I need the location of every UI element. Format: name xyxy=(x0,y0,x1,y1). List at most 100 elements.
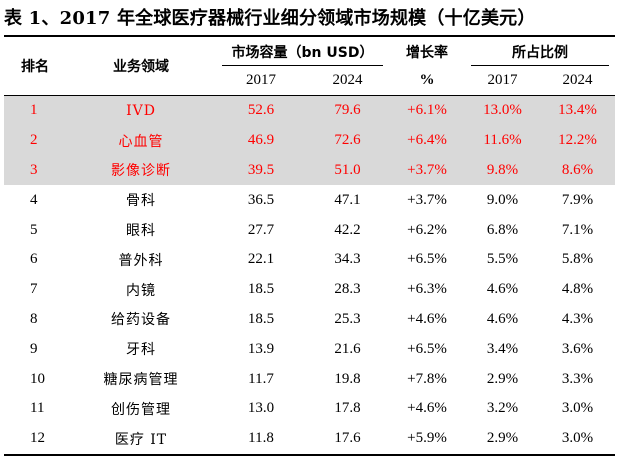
table-row: 2 心血管 46.9 72.6 +6.4% 11.6% 12.2% xyxy=(4,125,615,156)
table-row: 3 影像诊断 39.5 51.0 +3.7% 9.8% 8.6% xyxy=(4,155,615,186)
cell-share-2017: 4.6% xyxy=(486,281,519,298)
cell-growth: +7.8% xyxy=(407,370,447,387)
cell-share-2017: 2.9% xyxy=(465,423,540,456)
header-growth-top: 增长率 xyxy=(389,35,465,66)
cell-growth: +6.1% xyxy=(389,95,465,126)
cell-market-2017: 39.5 xyxy=(216,155,306,186)
cell-field: 眼科 xyxy=(126,223,156,240)
table-row: 9 牙科 13.9 21.6 +6.5% 3.4% 3.6% xyxy=(4,334,615,364)
table-row: 4 骨科 36.5 47.1 +3.7% 9.0% 7.9% xyxy=(4,185,615,215)
cell-field: IVD xyxy=(66,95,216,126)
cell-share-2024: 4.8% xyxy=(561,281,594,298)
cell-market-2017: 18.5 xyxy=(247,281,275,298)
cell-share-2024: 13.4% xyxy=(540,95,615,126)
cell-market-2024: 34.3 xyxy=(334,251,361,268)
cell-share-2017: 11.6% xyxy=(465,125,540,156)
cell-share-2017: 3.2% xyxy=(486,400,519,417)
cell-growth: +4.6% xyxy=(407,310,447,327)
cell-share-2024: 4.3% xyxy=(561,310,594,327)
cell-rank: 3 xyxy=(4,155,66,186)
header-market-group: 市场容量（bn USD） xyxy=(216,35,389,67)
cell-growth: +3.7% xyxy=(389,155,465,186)
cell-growth: +3.7% xyxy=(407,191,447,208)
cell-growth: +6.5% xyxy=(407,340,447,357)
cell-share-2024: 3.0% xyxy=(540,423,615,456)
cell-share-2017: 9.8% xyxy=(465,155,540,186)
cell-market-2017: 27.7 xyxy=(247,221,275,238)
cell-market-2024: 17.6 xyxy=(306,423,389,456)
header-field: 业务领域 xyxy=(66,35,216,96)
header-market-2024: 2024 xyxy=(306,66,389,96)
cell-rank: 8 xyxy=(30,310,38,327)
cell-share-2024: 7.9% xyxy=(561,191,594,208)
cell-share-2017: 4.6% xyxy=(486,310,519,327)
cell-rank: 9 xyxy=(30,340,38,357)
cell-field: 牙科 xyxy=(126,342,156,359)
cell-market-2017: 22.1 xyxy=(247,251,275,268)
cell-market-2024: 72.6 xyxy=(306,125,389,156)
cell-share-2017: 13.0% xyxy=(465,95,540,126)
cell-market-2024: 25.3 xyxy=(334,310,361,327)
cell-market-2017: 11.8 xyxy=(216,423,306,456)
cell-share-2024: 3.3% xyxy=(561,370,594,387)
cell-market-2017: 46.9 xyxy=(216,125,306,156)
table-row: 7 内镜 18.5 28.3 +6.3% 4.6% 4.8% xyxy=(4,275,615,305)
table-row: 8 给药设备 18.5 25.3 +4.6% 4.6% 4.3% xyxy=(4,305,615,335)
cell-market-2017: 13.0 xyxy=(247,400,275,417)
cell-growth: +6.5% xyxy=(407,251,447,268)
cell-field: 心血管 xyxy=(66,125,216,156)
cell-share-2024: 3.6% xyxy=(561,340,594,357)
cell-market-2024: 21.6 xyxy=(334,340,361,357)
cell-share-2017: 3.4% xyxy=(486,340,519,357)
cell-share-2017: 9.0% xyxy=(486,191,519,208)
cell-rank: 11 xyxy=(30,400,45,417)
cell-market-2017: 13.9 xyxy=(247,340,275,357)
cell-growth: +6.4% xyxy=(389,125,465,156)
cell-field: 影像诊断 xyxy=(66,155,216,186)
cell-growth: +5.9% xyxy=(389,423,465,456)
header-share-group: 所占比例 xyxy=(465,35,615,67)
cell-market-2017: 52.6 xyxy=(216,95,306,126)
cell-market-2024: 19.8 xyxy=(334,370,361,387)
table-title: 表 1、2017 年全球医疗器械行业细分领域市场规模（十亿美元） xyxy=(4,8,536,29)
cell-market-2024: 28.3 xyxy=(334,281,361,298)
table-row: 12 医疗 IT 11.8 17.6 +5.9% 2.9% 3.0% xyxy=(4,423,615,456)
cell-rank: 7 xyxy=(30,281,38,298)
cell-field: 普外科 xyxy=(118,252,164,269)
cell-rank: 12 xyxy=(4,423,66,456)
table-row: 6 普外科 22.1 34.3 +6.5% 5.5% 5.8% xyxy=(4,245,615,275)
cell-share-2024: 3.0% xyxy=(561,400,594,417)
cell-market-2024: 51.0 xyxy=(306,155,389,186)
table-header: 排名 业务领域 市场容量（bn USD） 增长率 所占比例 2017 2024 … xyxy=(4,35,615,96)
header-share-2017: 2017 xyxy=(465,66,540,96)
cell-share-2017: 2.9% xyxy=(486,370,519,387)
cell-growth: +6.3% xyxy=(407,281,447,298)
cell-share-2017: 5.5% xyxy=(486,251,519,268)
cell-rank: 6 xyxy=(30,251,38,268)
cell-market-2024: 42.2 xyxy=(334,221,361,238)
cell-market-2024: 79.6 xyxy=(306,95,389,126)
cell-market-2024: 17.8 xyxy=(334,400,361,417)
table-row: 10 糖尿病管理 11.7 19.8 +7.8% 2.9% 3.3% xyxy=(4,364,615,394)
table-row: 1 IVD 52.6 79.6 +6.1% 13.0% 13.4% xyxy=(4,95,615,126)
cell-rank: 2 xyxy=(4,125,66,156)
table-row: 11 创伤管理 13.0 17.8 +4.6% 3.2% 3.0% xyxy=(4,394,615,424)
cell-field: 内镜 xyxy=(126,282,156,299)
cell-rank: 4 xyxy=(30,191,38,208)
cell-field: 骨科 xyxy=(126,193,156,210)
table-row: 5 眼科 27.7 42.2 +6.2% 6.8% 7.1% xyxy=(4,215,615,245)
cell-share-2024: 7.1% xyxy=(561,221,594,238)
cell-rank: 10 xyxy=(30,370,45,387)
table-body: 1 IVD 52.6 79.6 +6.1% 13.0% 13.4% 2 心血管 46.9 72.6 +… xyxy=(4,95,615,456)
cell-market-2024: 47.1 xyxy=(334,191,361,208)
cell-share-2024: 8.6% xyxy=(540,155,615,186)
cell-market-2017: 36.5 xyxy=(247,191,275,208)
cell-rank: 1 xyxy=(4,95,66,126)
cell-rank: 5 xyxy=(30,221,38,238)
header-rank: 排名 xyxy=(4,35,66,96)
market-size-table: 排名 业务领域 市场容量（bn USD） 增长率 所占比例 2017 2024 … xyxy=(4,35,615,456)
header-market-2017: 2017 xyxy=(216,66,306,96)
cell-share-2024: 12.2% xyxy=(540,125,615,156)
cell-market-2017: 11.7 xyxy=(248,370,274,387)
cell-share-2024: 5.8% xyxy=(561,251,594,268)
